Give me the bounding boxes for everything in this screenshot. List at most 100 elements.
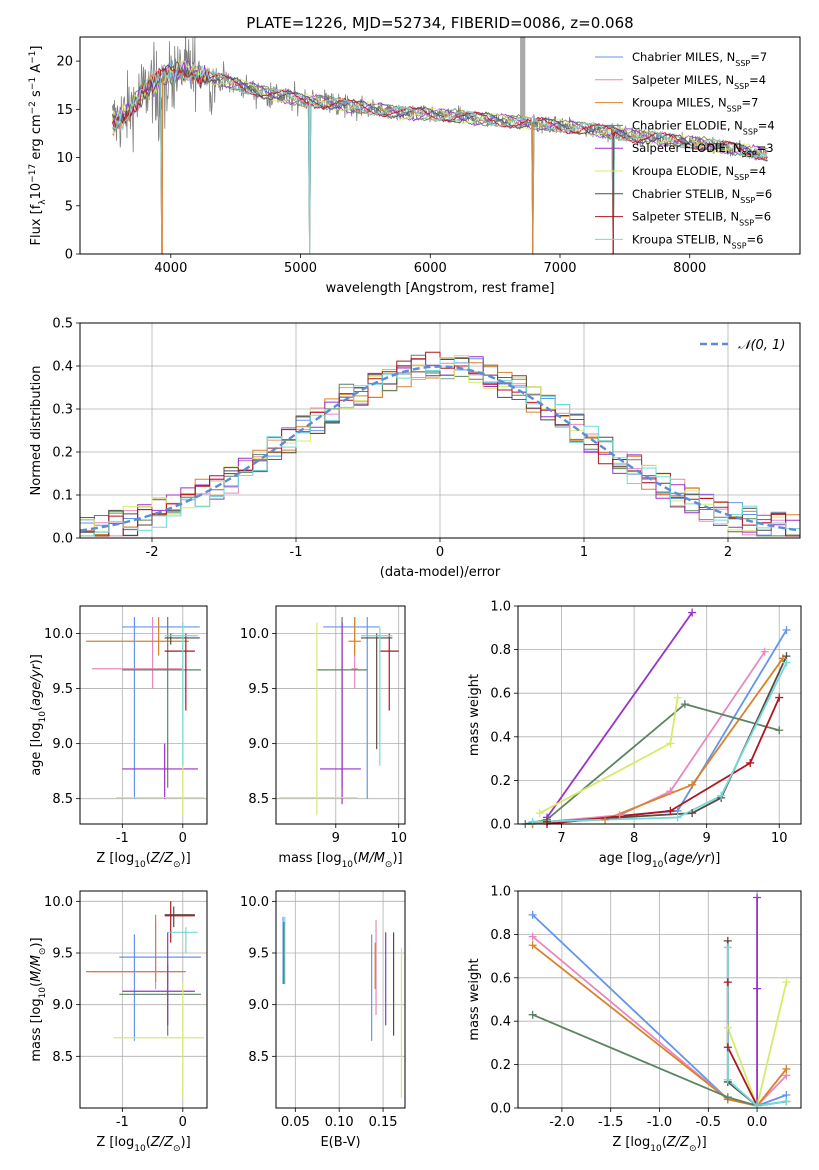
model-spectrum-3	[112, 64, 768, 157]
legend-label-part: Kroupa ELODIE, N	[632, 164, 734, 178]
y-tick-label: 0.2	[52, 446, 73, 461]
axes-frame	[79, 890, 208, 1109]
x-tick-label: 1	[580, 545, 588, 560]
label-part: (data-model)/error	[380, 565, 501, 580]
weight-point	[782, 625, 791, 634]
x-axis-label: Z [log10(Z/Z⊙)]	[612, 1135, 706, 1154]
weight-point	[528, 932, 537, 941]
label-part: Flux [f	[29, 204, 44, 245]
panel-spectrum: 4000 5000 6000 7000 8000 0 5 10 15 20 wavelength […	[28, 36, 801, 296]
legend-label: Chabrier STELIB, NSSP=6	[632, 187, 772, 205]
label-part: −2	[28, 101, 38, 114]
x-tick-label: -1	[290, 545, 303, 560]
weight-point	[782, 1064, 791, 1073]
y-axis-label: Normed distribution	[29, 366, 44, 496]
y-tick-label: 15	[56, 103, 73, 118]
weight-line-7	[546, 697, 781, 824]
y-tick-label: 10.0	[240, 895, 269, 910]
label-part: (	[146, 851, 151, 866]
legend-label: Chabrier MILES, NSSP=7	[632, 50, 767, 68]
weight-point	[775, 726, 784, 735]
label-part: erg cm	[29, 114, 44, 163]
weight-point	[688, 608, 697, 617]
label-part: (	[29, 706, 44, 711]
y-tick-label: 10.0	[240, 627, 269, 642]
panel-weight_vs_Z: -2.0 -1.5 -1.0 -0.5 0.0 0.0 0.2 0.4 0.6 0.8 1.0 Z […	[467, 885, 802, 1154]
label-part: 10	[134, 1144, 146, 1154]
y-tick-label: 9.5	[52, 947, 73, 962]
y-tick-label: 9.0	[248, 737, 269, 752]
y-axis-label: mass [log10(M/M⊙)]	[29, 937, 48, 1061]
plot-area	[531, 897, 788, 1108]
x-axis-label: (data-model)/error	[380, 565, 501, 580]
x-tick-label: -0.5	[696, 1115, 721, 1130]
legend-label: Kroupa MILES, NSSP=7	[632, 96, 758, 114]
y-tick-label: 9.0	[52, 998, 73, 1013]
x-tick-label: 9	[332, 831, 340, 846]
label-part: ⊙	[38, 948, 48, 956]
label-part: ⊙	[385, 860, 393, 870]
weight-point	[528, 1010, 537, 1019]
x-tick-label: 10	[390, 831, 407, 846]
legend-label-part: SSP	[739, 218, 754, 227]
label-part: age/yr	[668, 851, 711, 866]
panel-mass_vs_ebv: 0.05 0.10 0.15 8.5 9.0 9.5 10.0 E(B-V)	[240, 890, 406, 1150]
x-axis-label: mass [log10(M/M⊙)]	[278, 851, 402, 870]
weight-point	[723, 1075, 732, 1084]
y-tick-label: 5	[65, 199, 73, 214]
label-part: 10	[134, 860, 146, 870]
y-tick-label: 0.6	[490, 971, 511, 986]
y-tick-label: 9.5	[248, 947, 269, 962]
y-axis-label: Flux [fλ10−17 erg cm−2 s−1 A−1]	[28, 46, 48, 246]
y-tick-label: 1.0	[490, 600, 511, 615]
label-part: 10	[38, 987, 48, 999]
weight-point	[528, 941, 537, 950]
y-tick-label: 0.8	[490, 643, 511, 658]
weight-point	[723, 978, 732, 987]
y-tick-label: 0.4	[490, 730, 511, 745]
legend-label-part: SSP	[742, 150, 757, 159]
label-part: ⊙	[173, 860, 181, 870]
model-spectrum-5	[111, 59, 768, 159]
x-tick-label: 0	[179, 1115, 187, 1130]
y-tick-label: 0	[65, 248, 73, 263]
legend-label-part: SSP	[734, 173, 749, 182]
label-part: Z [log	[96, 851, 134, 866]
weight-line-4	[546, 611, 693, 819]
label-part: wavelength [Angstrom, rest frame]	[326, 281, 555, 296]
label-part: Z [log	[96, 1135, 134, 1150]
weight-point	[673, 693, 682, 702]
plot-area	[80, 351, 800, 537]
label-part: )]	[29, 937, 44, 947]
label-part: mass weight	[467, 674, 482, 756]
x-tick-label: 2	[724, 545, 732, 560]
model-spectrum-8	[112, 65, 768, 254]
label-part: 10	[38, 711, 48, 723]
y-tick-label: 8.5	[248, 1050, 269, 1065]
y-tick-label: 10	[56, 151, 73, 166]
label-part: −17	[28, 164, 38, 183]
weight-point	[746, 758, 755, 767]
axes-frame	[517, 605, 802, 825]
weight-point	[673, 813, 682, 822]
y-axis-label: mass weight	[467, 674, 482, 756]
legend-label-part: =4	[758, 118, 775, 132]
legend-label-part: =7	[742, 96, 759, 110]
weight-point	[601, 815, 610, 824]
y-tick-label: 10.0	[44, 627, 73, 642]
weight-point	[666, 806, 675, 815]
x-tick-label: 0.10	[325, 1115, 354, 1130]
y-tick-label: 9.5	[52, 682, 73, 697]
weight-point	[535, 809, 544, 818]
x-tick-label: -1	[116, 831, 129, 846]
x-tick-label: 0	[436, 545, 444, 560]
weight-point	[723, 1043, 732, 1052]
label-part: −1	[28, 77, 38, 90]
x-axis-label: wavelength [Angstrom, rest frame]	[326, 281, 555, 296]
legend-label: Salpeter ELODIE, NSSP=3	[632, 141, 774, 159]
weight-point	[753, 984, 762, 993]
label-part: s	[29, 90, 44, 101]
y-tick-label: 0.0	[490, 1102, 511, 1117]
